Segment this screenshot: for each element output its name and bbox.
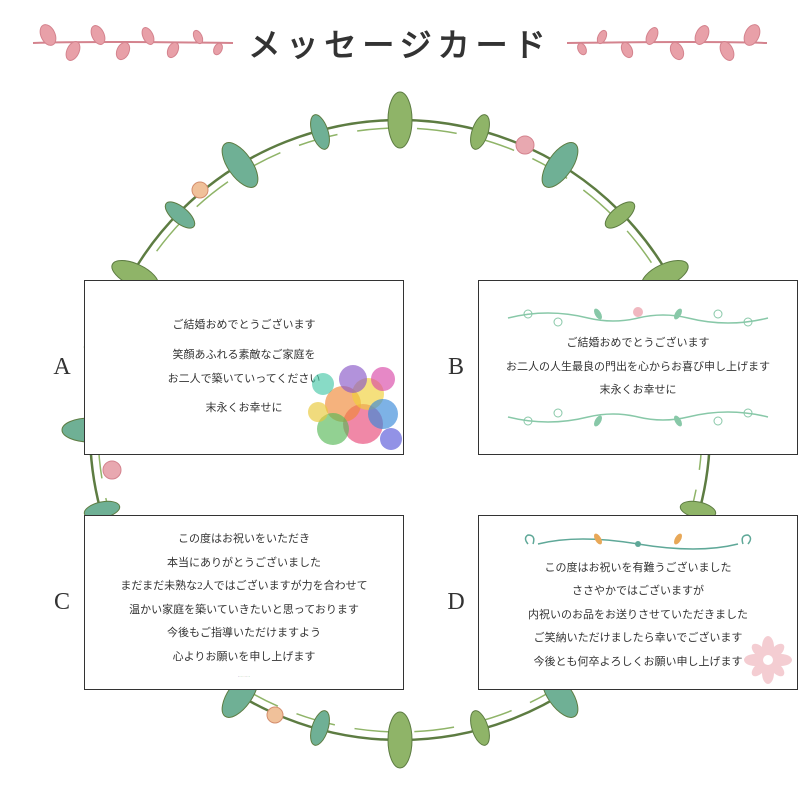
corner-flower-icon bbox=[743, 635, 793, 685]
card-c-wrap: C この度はお祝いをいただき 本当にありがとうございました まだまだ未熟な2人で… bbox=[50, 515, 404, 690]
card-b-line: ご結婚おめでとうございます bbox=[567, 335, 710, 353]
header-vine-left-icon bbox=[28, 23, 238, 63]
card-a-line: 末永くお幸せに bbox=[206, 400, 283, 418]
card-d-label: D bbox=[444, 589, 468, 616]
card-c-line: 温かい家庭を築いていきたいと思っております bbox=[129, 602, 359, 620]
card-b-line: お二人の人生最良の門出を心からお喜び申し上げます bbox=[506, 359, 770, 377]
card-d-wrap: D この度はお祝いを有難うございました ささやかではございますが 内祝いのお品を… bbox=[444, 515, 798, 690]
header-vine-right-icon bbox=[562, 23, 772, 63]
header: メッセージカード bbox=[0, 0, 800, 66]
card-c-label: C bbox=[50, 589, 74, 616]
card-d-line: ささやかではございますが bbox=[572, 583, 704, 601]
card-d-line: 今後とも何卒よろしくお願い申し上げます bbox=[534, 654, 743, 672]
card-b: ご結婚おめでとうございます お二人の人生最良の門出を心からお喜び申し上げます 末… bbox=[478, 280, 798, 455]
card-b-label: B bbox=[444, 354, 468, 381]
card-b-line: 末永くお幸せに bbox=[600, 382, 677, 400]
card-c-line: この度はお祝いをいただき bbox=[178, 531, 310, 549]
vine-ornament-top-icon bbox=[498, 304, 778, 332]
card-b-wrap: B ご結婚おめでとうございます お二人の人生最良の門出を心からお喜び申し上げます… bbox=[444, 280, 798, 455]
card-a: ご結婚おめでとうございます 笑顔あふれる素敵なご家庭を お二人で築いていってくだ… bbox=[84, 280, 404, 455]
rainbow-flowers-icon bbox=[273, 324, 403, 454]
card-d-line: ご笑納いただけましたら幸いでございます bbox=[534, 630, 743, 648]
card-a-label: A bbox=[50, 354, 74, 381]
card-c-line: 今後もご指導いただけますよう bbox=[167, 625, 321, 643]
scroll-ornament-icon bbox=[498, 531, 778, 557]
card-d: この度はお祝いを有難うございました ささやかではございますが 内祝いのお品をお送… bbox=[478, 515, 798, 690]
page-title: メッセージカード bbox=[248, 20, 551, 66]
vine-ornament-bottom-icon bbox=[498, 403, 778, 431]
card-c-line: 本当にありがとうございました bbox=[167, 555, 321, 573]
card-c: この度はお祝いをいただき 本当にありがとうございました まだまだ未熟な2人ではご… bbox=[84, 515, 404, 690]
card-c-line: 心よりお願いを申し上げます bbox=[173, 649, 316, 667]
card-d-line: 内祝いのお品をお送りさせていただきました bbox=[528, 607, 748, 625]
card-d-line: この度はお祝いを有難うございました bbox=[545, 560, 732, 578]
card-c-line: まだまだ未熟な2人ではございますが力を合わせて bbox=[120, 578, 367, 596]
flower-row-icon bbox=[104, 676, 384, 677]
card-a-wrap: A ご結婚おめでとうございます 笑顔あふれる素敵なご家庭を お二人で築いていって… bbox=[50, 280, 404, 455]
cards-grid: A ご結婚おめでとうございます 笑顔あふれる素敵なご家庭を お二人で築いていって… bbox=[0, 280, 800, 690]
